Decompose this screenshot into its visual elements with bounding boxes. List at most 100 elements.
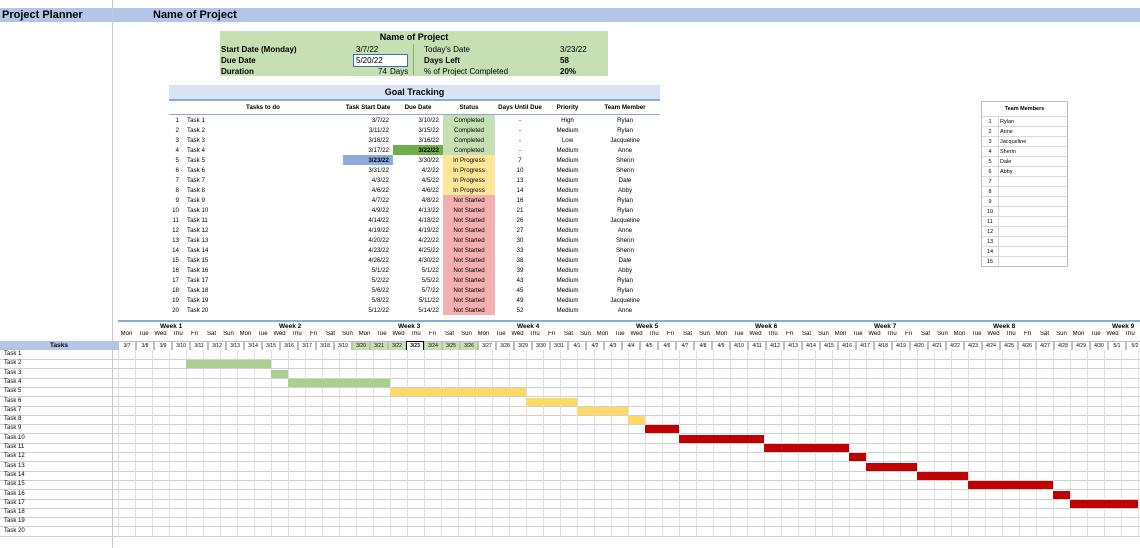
team-name[interactable]	[998, 206, 1067, 217]
task-priority[interactable]: Medium	[556, 296, 579, 304]
table-row[interactable]: 13 Task 13 4/20/22 4/22/22 Not Started 30 Medi…	[169, 235, 660, 245]
task-due[interactable]: 4/25/22	[418, 246, 439, 254]
row-number[interactable]: 5	[175, 156, 179, 164]
task-member[interactable]: Rylan	[617, 286, 633, 294]
task-due[interactable]: 3/30/22	[418, 156, 439, 164]
task-name[interactable]: Task 9	[187, 196, 205, 204]
team-row[interactable]: 5 Dale	[982, 156, 1067, 167]
team-name[interactable]: Abby	[998, 166, 1067, 177]
team-row[interactable]: 2 Anne	[982, 126, 1067, 137]
task-start[interactable]: 3/17/22	[368, 146, 389, 154]
table-row[interactable]: 14 Task 14 4/23/22 4/25/22 Not Started 33 Medi…	[169, 245, 660, 255]
task-name[interactable]: Task 20	[187, 306, 209, 314]
task-due[interactable]: 3/16/22	[418, 136, 439, 144]
task-member[interactable]: Dale	[618, 176, 632, 184]
task-status[interactable]: Completed	[443, 114, 495, 125]
gantt-row[interactable]: Task 19	[0, 517, 1140, 528]
task-name[interactable]: Task 6	[187, 166, 205, 174]
task-priority[interactable]: Medium	[556, 216, 579, 224]
row-number[interactable]: 12	[172, 226, 179, 234]
task-status[interactable]: In Progress	[443, 165, 495, 175]
task-due[interactable]: 5/7/22	[421, 286, 439, 294]
task-due[interactable]: 3/15/22	[418, 126, 439, 134]
task-member[interactable]: Rylan	[617, 206, 633, 214]
gantt-row[interactable]: Task 13	[0, 461, 1140, 472]
task-priority[interactable]: Medium	[556, 186, 579, 194]
task-days-until-due[interactable]: 45	[516, 286, 524, 294]
gantt-row[interactable]: Task 4	[0, 377, 1140, 388]
task-days-until-due[interactable]: 27	[516, 226, 524, 234]
task-start[interactable]: 4/9/22	[371, 206, 389, 214]
row-number[interactable]: 10	[172, 206, 179, 214]
row-number[interactable]: 14	[172, 246, 179, 254]
gantt-row[interactable]: Task 16	[0, 489, 1140, 500]
team-name[interactable]	[998, 186, 1067, 197]
team-name[interactable]	[998, 176, 1067, 187]
task-priority[interactable]: Medium	[556, 226, 579, 234]
team-name[interactable]	[998, 246, 1067, 257]
task-start[interactable]: 3/7/22	[371, 116, 389, 124]
task-days-until-due[interactable]: 21	[516, 206, 524, 214]
row-number[interactable]: 3	[175, 136, 179, 144]
task-due[interactable]: 5/5/22	[421, 276, 439, 284]
task-days-until-due[interactable]: 38	[516, 256, 524, 264]
task-priority[interactable]: Medium	[556, 266, 579, 274]
gantt-row[interactable]: Task 18	[0, 508, 1140, 519]
task-status[interactable]: Not Started	[443, 275, 495, 285]
task-status[interactable]: Not Started	[443, 265, 495, 275]
team-name[interactable]: Sherin	[998, 146, 1067, 157]
task-due[interactable]: 4/22/22	[418, 236, 439, 244]
task-name[interactable]: Task 4	[187, 146, 205, 154]
task-status[interactable]: Completed	[443, 125, 495, 135]
row-number[interactable]: 11	[172, 216, 179, 224]
task-start[interactable]: 5/8/22	[371, 296, 389, 304]
task-due[interactable]: 4/6/22	[421, 186, 439, 194]
task-start[interactable]: 3/23/22	[343, 155, 393, 165]
task-due[interactable]: 4/19/22	[418, 226, 439, 234]
task-due[interactable]: 4/18/22	[418, 216, 439, 224]
task-priority[interactable]: Medium	[556, 196, 579, 204]
task-priority[interactable]: Medium	[556, 276, 579, 284]
task-status[interactable]: Not Started	[443, 245, 495, 255]
task-start[interactable]: 3/16/22	[368, 136, 389, 144]
team-row[interactable]: 1 Rylan	[982, 116, 1067, 127]
row-number[interactable]: 20	[172, 306, 179, 314]
task-due[interactable]: 5/11/22	[418, 296, 439, 304]
team-row[interactable]: 11	[982, 216, 1067, 227]
task-priority[interactable]: Medium	[556, 146, 579, 154]
row-number[interactable]: 8	[175, 186, 179, 194]
table-row[interactable]: 17 Task 17 5/2/22 5/5/22 Not Started 43 Medium…	[169, 275, 660, 285]
team-name[interactable]: Dale	[998, 156, 1067, 167]
task-member[interactable]: Jacqueline	[610, 216, 640, 224]
task-days-until-due[interactable]: -	[518, 126, 522, 134]
task-status[interactable]: In Progress	[443, 155, 495, 165]
table-row[interactable]: 19 Task 19 5/8/22 5/11/22 Not Started 49 Mediu…	[169, 295, 660, 305]
gantt-row[interactable]: Task 1	[0, 350, 1140, 360]
table-row[interactable]: 20 Task 20 5/12/22 5/14/22 Not Started 52 Medi…	[169, 305, 660, 315]
task-member[interactable]: Anne	[617, 226, 633, 234]
gantt-row[interactable]: Task 17	[0, 498, 1140, 509]
team-name[interactable]: Jacqueline	[998, 136, 1067, 147]
table-row[interactable]: 16 Task 16 5/1/22 5/1/22 Not Started 39 Medium…	[169, 265, 660, 275]
task-name[interactable]: Task 10	[187, 206, 209, 214]
task-priority[interactable]: High	[561, 116, 574, 124]
task-due[interactable]: 3/10/22	[418, 116, 439, 124]
row-number[interactable]: 18	[172, 286, 179, 294]
task-name[interactable]: Task 7	[187, 176, 205, 184]
task-name[interactable]: Task 17	[187, 276, 209, 284]
table-row[interactable]: 6 Task 6 3/31/22 4/2/22 In Progress 10 Medium S…	[169, 165, 660, 175]
task-member[interactable]: Abby	[617, 186, 633, 194]
task-days-until-due[interactable]: 39	[516, 266, 524, 274]
team-name[interactable]	[998, 216, 1067, 227]
task-start[interactable]: 5/6/22	[371, 286, 389, 294]
team-row[interactable]: 8	[982, 186, 1067, 197]
task-status[interactable]: Not Started	[443, 215, 495, 225]
task-status[interactable]: In Progress	[443, 185, 495, 195]
gantt-row[interactable]: Task 11	[0, 443, 1140, 453]
task-start[interactable]: 3/11/22	[368, 126, 389, 134]
task-start[interactable]: 4/3/22	[371, 176, 389, 184]
row-number[interactable]: 2	[175, 126, 179, 134]
task-start[interactable]: 4/14/22	[368, 216, 389, 224]
task-name[interactable]: Task 8	[187, 186, 205, 194]
row-number[interactable]: 4	[175, 146, 179, 154]
